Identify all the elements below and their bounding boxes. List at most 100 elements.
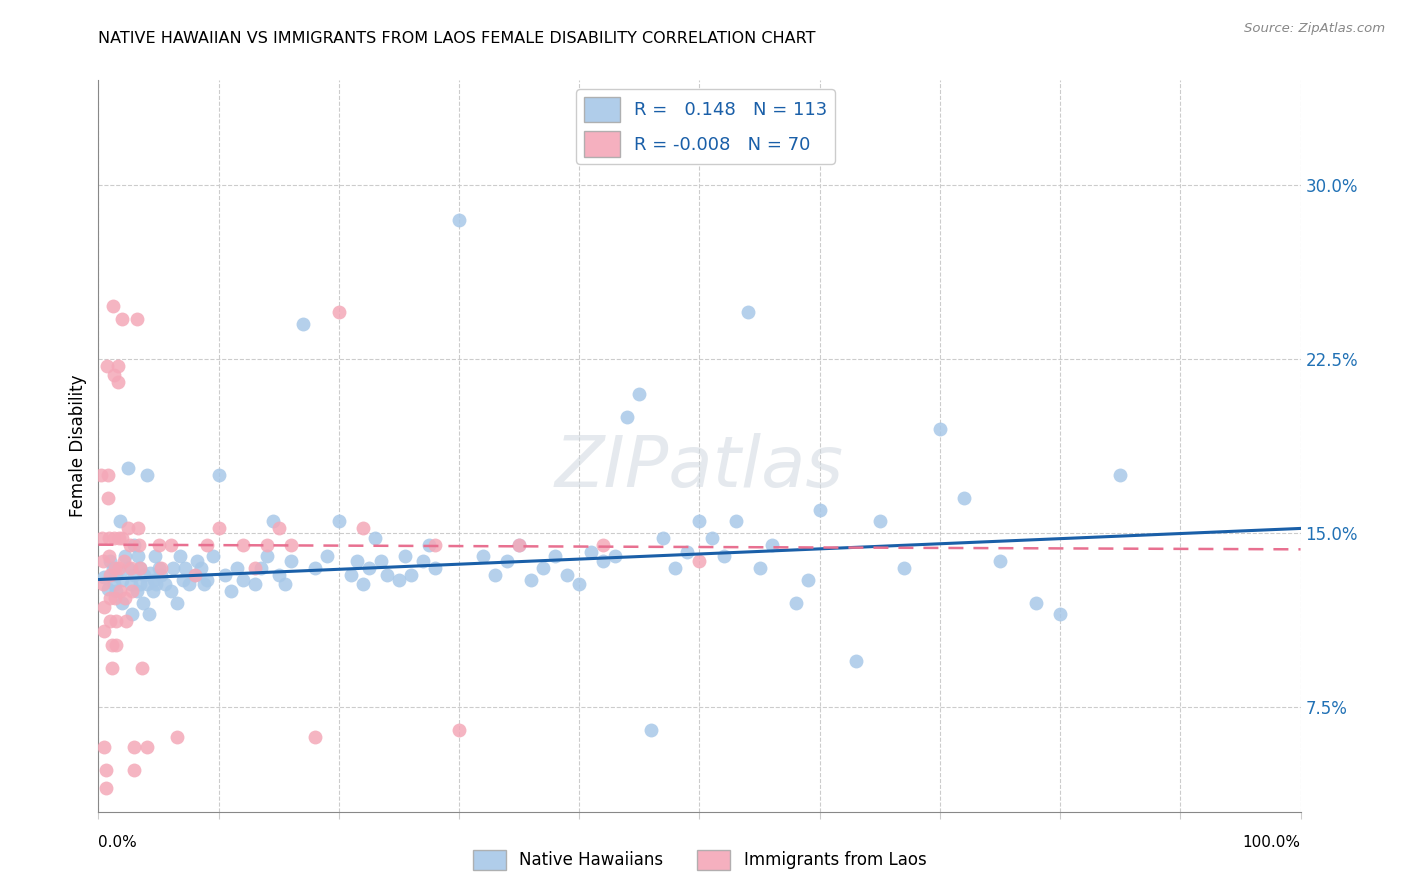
Point (112, 554, 135, 568)
Point (447, 212, 470, 227)
Point (125, 312, 148, 326)
Point (117, 461, 139, 475)
Text: 100.0%: 100.0% (1243, 836, 1301, 850)
Point (115, 615, 138, 629)
Point (796, 573, 818, 587)
Point (177, 577, 200, 591)
Point (328, 515, 350, 529)
Point (352, 577, 374, 591)
Point (114, 591, 136, 606)
Text: 0.0%: 0.0% (98, 836, 138, 850)
Point (676, 544, 699, 558)
Point (103, 577, 125, 591)
Point (195, 538, 218, 552)
Point (124, 763, 146, 777)
Point (243, 577, 266, 591)
Point (418, 538, 440, 552)
Point (370, 554, 392, 568)
Point (132, 596, 155, 610)
Point (531, 561, 554, 575)
Point (520, 573, 543, 587)
Point (232, 538, 254, 552)
Point (98, 549, 121, 564)
Point (97, 582, 120, 596)
Point (845, 654, 868, 668)
Point (195, 573, 218, 587)
Y-axis label: Female Disability: Female Disability (69, 375, 87, 517)
Point (125, 584, 148, 599)
Point (394, 549, 416, 564)
Point (346, 554, 368, 568)
Point (1109, 468, 1132, 483)
Point (190, 561, 212, 575)
Point (108, 561, 131, 575)
Point (399, 567, 422, 582)
Point (129, 577, 152, 591)
Point (581, 544, 603, 558)
Point (568, 577, 591, 591)
Point (605, 549, 627, 564)
Point (142, 573, 165, 587)
Point (664, 561, 686, 575)
Point (124, 567, 146, 582)
Point (127, 521, 149, 535)
Point (96, 359, 118, 373)
Point (172, 573, 194, 587)
Point (135, 739, 157, 754)
Point (232, 573, 254, 587)
Point (101, 561, 124, 575)
Point (724, 515, 747, 529)
Point (120, 577, 142, 591)
Point (104, 561, 127, 575)
Point (256, 549, 278, 564)
Point (91, 531, 114, 545)
Point (291, 317, 314, 331)
Point (689, 554, 711, 568)
Point (423, 538, 446, 552)
Point (111, 596, 134, 610)
Point (953, 491, 976, 506)
Point (159, 584, 181, 599)
Point (139, 566, 162, 580)
Point (132, 567, 155, 582)
Point (472, 549, 495, 564)
Point (214, 567, 236, 582)
Point (544, 549, 567, 564)
Point (131, 661, 153, 675)
Point (1025, 596, 1047, 610)
Legend: Native Hawaiians, Immigrants from Laos: Native Hawaiians, Immigrants from Laos (465, 843, 934, 877)
Point (592, 538, 614, 552)
Point (93, 570, 115, 584)
Point (159, 538, 181, 552)
Point (138, 607, 160, 622)
Point (304, 561, 326, 575)
Point (111, 312, 134, 326)
Point (124, 538, 146, 552)
Point (364, 531, 387, 545)
Point (869, 515, 891, 529)
Point (315, 549, 337, 564)
Point (149, 567, 172, 582)
Point (91, 577, 114, 591)
Point (508, 538, 530, 552)
Point (208, 468, 231, 483)
Point (225, 561, 247, 575)
Point (689, 515, 711, 529)
Point (893, 561, 915, 575)
Point (274, 577, 297, 591)
Point (90, 468, 112, 483)
Point (249, 561, 271, 575)
Point (105, 567, 128, 582)
Point (121, 607, 143, 622)
Text: NATIVE HAWAIIAN VS IMMIGRANTS FROM LAOS FEMALE DISABILITY CORRELATION CHART: NATIVE HAWAIIAN VS IMMIGRANTS FROM LAOS … (98, 31, 815, 46)
Point (103, 531, 125, 545)
Point (1049, 607, 1071, 622)
Point (267, 567, 290, 582)
Point (174, 561, 197, 575)
Point (100, 567, 122, 582)
Point (262, 515, 284, 529)
Point (104, 591, 127, 606)
Point (135, 577, 157, 591)
Point (640, 723, 662, 738)
Point (761, 538, 783, 552)
